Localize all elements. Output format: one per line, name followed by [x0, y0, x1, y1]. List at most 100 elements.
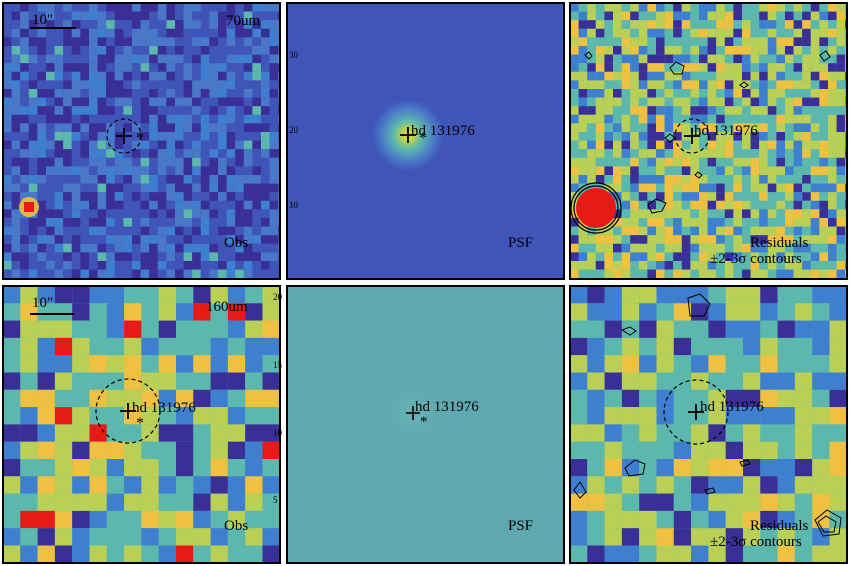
image-pixel — [829, 424, 847, 442]
image-pixel — [11, 37, 21, 46]
image-pixel — [46, 226, 55, 236]
image-pixel — [252, 218, 261, 227]
image-pixel — [72, 424, 90, 442]
image-pixel — [759, 252, 768, 261]
image-pixel — [810, 106, 820, 115]
image-pixel — [613, 132, 622, 141]
image-pixel — [699, 37, 708, 46]
image-pixel — [724, 243, 734, 253]
image-pixel — [767, 175, 777, 184]
image-pixel — [158, 528, 176, 546]
image-pixel — [252, 89, 261, 98]
image-pixel — [72, 510, 90, 529]
image-pixel — [836, 166, 846, 175]
image-pixel — [630, 114, 639, 124]
image-pixel — [106, 459, 125, 477]
image-pixel — [114, 226, 124, 236]
image-pixel — [63, 235, 72, 244]
image-pixel — [243, 235, 253, 244]
image-pixel — [630, 11, 639, 21]
image-pixel — [639, 493, 657, 511]
obs-70-pixel-grid — [3, 3, 280, 279]
image-pixel — [243, 71, 253, 81]
image-pixel — [578, 140, 588, 150]
image-pixel — [54, 11, 64, 21]
image-pixel — [123, 200, 132, 210]
image-pixel — [97, 3, 107, 12]
image-pixel — [149, 235, 158, 244]
image-pixel — [63, 157, 72, 167]
image-pixel — [261, 175, 270, 184]
image-pixel — [269, 149, 279, 158]
image-pixel — [261, 140, 270, 150]
image-pixel — [716, 106, 725, 115]
image-pixel — [812, 372, 830, 390]
image-pixel — [46, 140, 55, 150]
image-pixel — [691, 320, 709, 338]
image-pixel — [89, 320, 107, 338]
image-pixel — [707, 71, 717, 81]
image-pixel — [46, 123, 55, 132]
image-pixel — [218, 209, 227, 218]
image-pixel — [836, 243, 846, 253]
image-pixel — [707, 252, 717, 261]
image-pixel — [836, 157, 846, 167]
image-pixel — [810, 63, 820, 72]
image-pixel — [114, 89, 124, 98]
image-pixel — [708, 320, 726, 338]
image-pixel — [793, 71, 803, 81]
image-pixel — [802, 28, 811, 38]
image-pixel — [604, 140, 613, 150]
image-pixel — [80, 37, 89, 46]
image-pixel — [802, 37, 811, 46]
image-pixel — [681, 252, 691, 261]
image-pixel — [785, 132, 794, 141]
plus-marker — [120, 403, 136, 419]
image-pixel — [829, 528, 847, 546]
image-pixel — [673, 11, 682, 21]
image-pixel — [760, 476, 778, 494]
image-pixel — [166, 149, 175, 158]
image-pixel — [141, 372, 159, 390]
image-pixel — [750, 132, 760, 141]
image-pixel — [80, 3, 89, 12]
image-pixel — [54, 424, 73, 442]
image-pixel — [28, 226, 38, 236]
image-pixel — [262, 476, 280, 494]
image-pixel — [691, 337, 709, 356]
image-pixel — [750, 106, 760, 115]
image-pixel — [46, 20, 55, 29]
image-pixel — [836, 20, 846, 29]
image-pixel — [724, 54, 734, 64]
image-pixel — [269, 192, 279, 201]
image-pixel — [157, 89, 167, 98]
image-pixel — [123, 106, 132, 115]
image-pixel — [106, 303, 125, 321]
image-pixel — [176, 459, 194, 477]
image-pixel — [200, 269, 210, 279]
image-pixel — [209, 166, 218, 175]
image-pixel — [106, 441, 125, 459]
image-pixel — [578, 63, 588, 72]
image-pixel — [210, 441, 228, 459]
image-pixel — [743, 528, 761, 546]
image-pixel — [570, 89, 579, 98]
image-pixel — [3, 209, 12, 218]
panel-frame — [286, 285, 565, 564]
image-pixel — [699, 183, 708, 193]
image-pixel — [767, 166, 777, 175]
image-pixel — [570, 28, 579, 38]
image-pixel — [140, 218, 150, 227]
image-pixel — [570, 510, 588, 529]
image-pixel — [812, 441, 830, 459]
image-pixel — [89, 123, 98, 132]
image-pixel — [681, 149, 691, 158]
image-pixel — [209, 243, 218, 253]
psf-axis-ticks: 30 20 10 — [289, 50, 299, 210]
image-pixel — [724, 89, 734, 98]
scale-bar-label: 10" — [32, 12, 53, 28]
image-pixel — [836, 261, 846, 270]
image-pixel — [587, 269, 596, 279]
image-pixel — [767, 132, 777, 141]
image-pixel — [776, 63, 785, 72]
